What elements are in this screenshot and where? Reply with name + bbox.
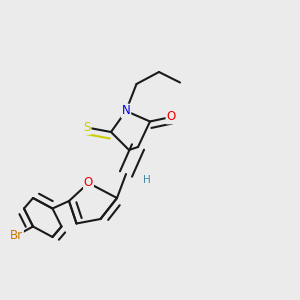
- Text: H: H: [143, 175, 151, 185]
- Text: Br: Br: [10, 229, 23, 242]
- Text: O: O: [84, 176, 93, 190]
- Text: N: N: [122, 104, 130, 118]
- Text: S: S: [83, 121, 91, 134]
- Text: O: O: [167, 110, 176, 124]
